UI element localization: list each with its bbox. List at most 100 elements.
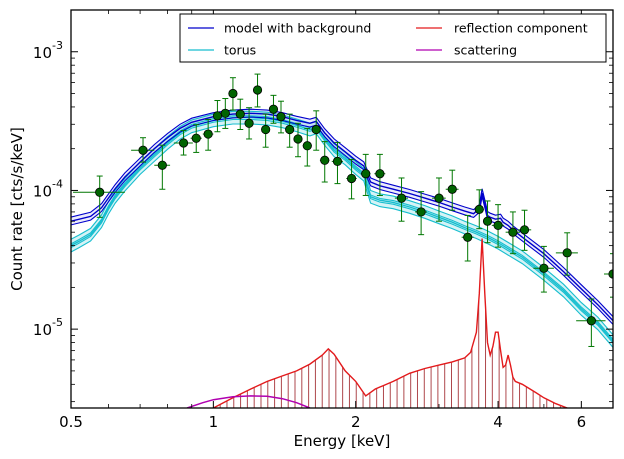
legend-box (179, 13, 607, 63)
data-point (293, 122, 303, 158)
data-marker (375, 169, 385, 179)
data-point (173, 130, 193, 156)
data-point (482, 200, 493, 244)
data-point (415, 191, 428, 236)
data-marker (519, 225, 530, 235)
model-band (71, 109, 613, 325)
legend-label: reflection component (454, 21, 588, 36)
data-point (505, 211, 520, 255)
data-points (73, 73, 613, 347)
x-tick-label: 2 (351, 413, 361, 431)
data-point (360, 153, 371, 196)
data-point (261, 113, 271, 148)
data-point (474, 189, 484, 230)
data-marker (346, 173, 357, 184)
data-marker (261, 124, 271, 135)
data-marker (293, 134, 303, 144)
y-tick-label: 10 (33, 44, 52, 62)
x-tick-label: 6 (577, 413, 587, 431)
data-marker (493, 220, 503, 230)
data-marker (157, 160, 167, 170)
y-tick-label: 10 (33, 321, 52, 339)
reflection-line (213, 238, 568, 408)
data-marker (474, 204, 484, 214)
data-point (302, 127, 312, 167)
data-marker (220, 108, 230, 118)
data-point (491, 204, 505, 248)
data-point (212, 100, 223, 133)
data-marker (203, 129, 213, 139)
data-point (576, 298, 606, 347)
data-marker (463, 232, 473, 242)
torus-band-line (71, 123, 613, 348)
model-lines (71, 108, 613, 408)
data-marker (285, 124, 295, 135)
data-point (346, 159, 357, 200)
data-marker (586, 316, 596, 326)
data-point (331, 141, 344, 185)
y-tick-exponent: -3 (52, 39, 63, 52)
data-point (154, 144, 171, 190)
scattering-line (186, 395, 311, 408)
legend: model with background reflection componen… (179, 13, 607, 63)
model-band-line (71, 116, 613, 325)
data-marker (244, 118, 254, 128)
model-band-line (71, 108, 613, 317)
model-line (71, 112, 613, 322)
data-point (394, 177, 409, 222)
data-marker (178, 138, 189, 148)
data-marker (361, 169, 371, 179)
data-point (555, 232, 578, 276)
x-tick-label: 0.5 (59, 413, 83, 431)
data-point (202, 118, 214, 151)
data-marker (396, 193, 407, 203)
legend-label: model with background (224, 21, 371, 36)
data-marker (235, 109, 245, 119)
data-marker (228, 88, 238, 99)
data-point (235, 98, 245, 131)
data-point (517, 209, 532, 251)
data-marker (138, 145, 148, 155)
data-point (220, 98, 230, 129)
axes: 0.5 1 2 4 610-510-410-3 (33, 9, 614, 431)
data-point (190, 124, 202, 153)
data-marker (95, 187, 105, 197)
data-marker (320, 155, 330, 165)
data-point (445, 169, 459, 211)
data-marker (562, 248, 572, 258)
data-point (533, 245, 554, 293)
data-marker (508, 227, 518, 237)
data-marker (212, 111, 223, 121)
data-point (73, 175, 125, 218)
data-point (285, 113, 295, 148)
data-marker (447, 184, 457, 194)
data-point (268, 94, 279, 124)
data-marker (434, 193, 444, 203)
x-tick-label: 1 (209, 413, 219, 431)
data-marker (252, 85, 263, 95)
y-tick-label: 10 (33, 182, 52, 200)
y-tick-exponent: -4 (52, 177, 63, 190)
x-tick-label: 4 (493, 413, 503, 431)
data-point (276, 100, 286, 134)
data-marker (332, 156, 343, 166)
data-point (374, 153, 386, 196)
data-marker (482, 216, 493, 226)
y-axis-label: Count rate [cts/s/keV] (8, 127, 26, 291)
data-point (244, 107, 254, 140)
data-point (228, 77, 238, 111)
data-point (252, 73, 263, 108)
data-point (461, 214, 474, 262)
data-point (131, 137, 155, 163)
plot-frame (70, 9, 614, 409)
y-tick-exponent: -5 (52, 316, 63, 329)
data-marker (191, 133, 201, 143)
data-marker (416, 207, 426, 217)
data-point (432, 177, 446, 222)
data-point (319, 141, 330, 183)
data-marker (539, 263, 549, 273)
data-marker (276, 112, 286, 122)
x-axis-label: Energy [keV] (294, 432, 391, 450)
legend-label: scattering (454, 43, 517, 58)
